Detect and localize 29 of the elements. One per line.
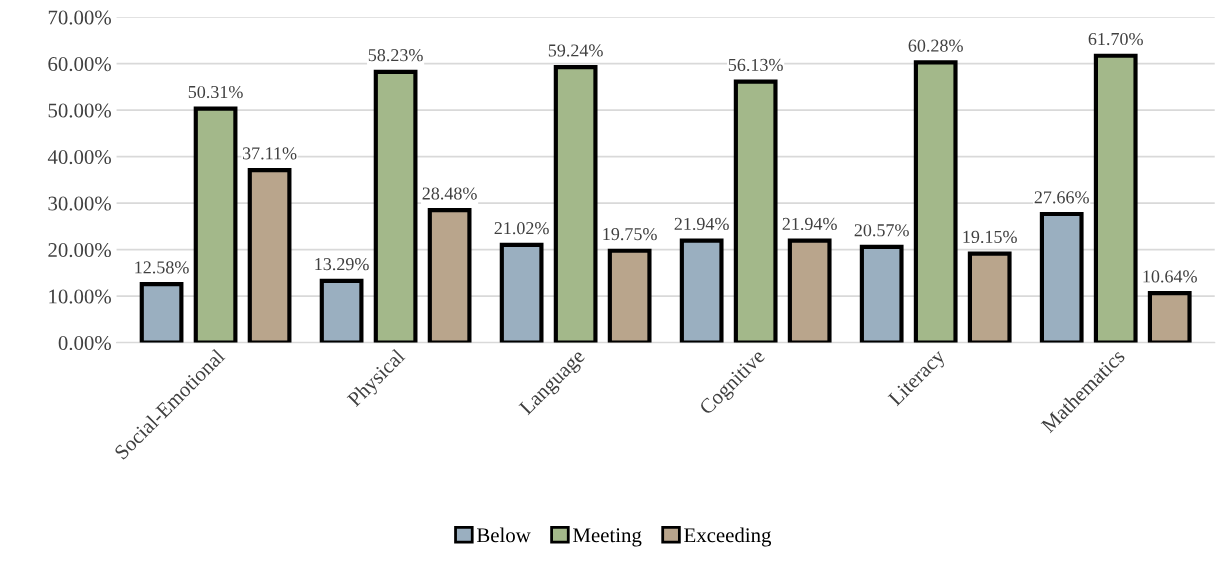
legend-label: Below [476, 527, 531, 543]
data-label: 56.13% [728, 58, 783, 72]
y-tick-label: 20.00% [48, 242, 111, 258]
data-label: 58.23% [368, 49, 423, 62]
y-tick-label: 40.00% [47, 149, 111, 165]
data-label: 21.94% [782, 217, 837, 231]
data-label: 12.58% [135, 261, 189, 274]
data-label: 27.66% [1034, 191, 1089, 204]
y-tick-label: 50.00% [48, 103, 111, 118]
y-tick-label: 30.00% [48, 196, 111, 211]
data-label: 61.70% [1088, 32, 1143, 46]
y-tick-label: 60.00% [48, 57, 111, 72]
y-tick-label: 70.00% [48, 10, 111, 25]
y-tick-label: 0.00% [58, 335, 111, 351]
data-label: 59.24% [548, 44, 603, 57]
data-label: 50.31% [188, 85, 243, 99]
data-label: 21.94% [674, 217, 729, 231]
data-label: 37.11% [242, 147, 297, 160]
legend-label: Exceeding [684, 527, 772, 547]
y-tick-label: 10.00% [49, 289, 111, 304]
data-label: 21.02% [494, 222, 549, 235]
data-label: 13.29% [315, 258, 369, 271]
data-label: 28.48% [422, 187, 477, 200]
data-label: 19.75% [603, 227, 657, 241]
legend-label: Meeting [573, 528, 642, 547]
data-label: 60.28% [908, 39, 963, 52]
data-label: 10.64% [1143, 270, 1197, 283]
data-label: 19.15% [963, 230, 1017, 244]
data-label: 20.57% [854, 224, 909, 237]
